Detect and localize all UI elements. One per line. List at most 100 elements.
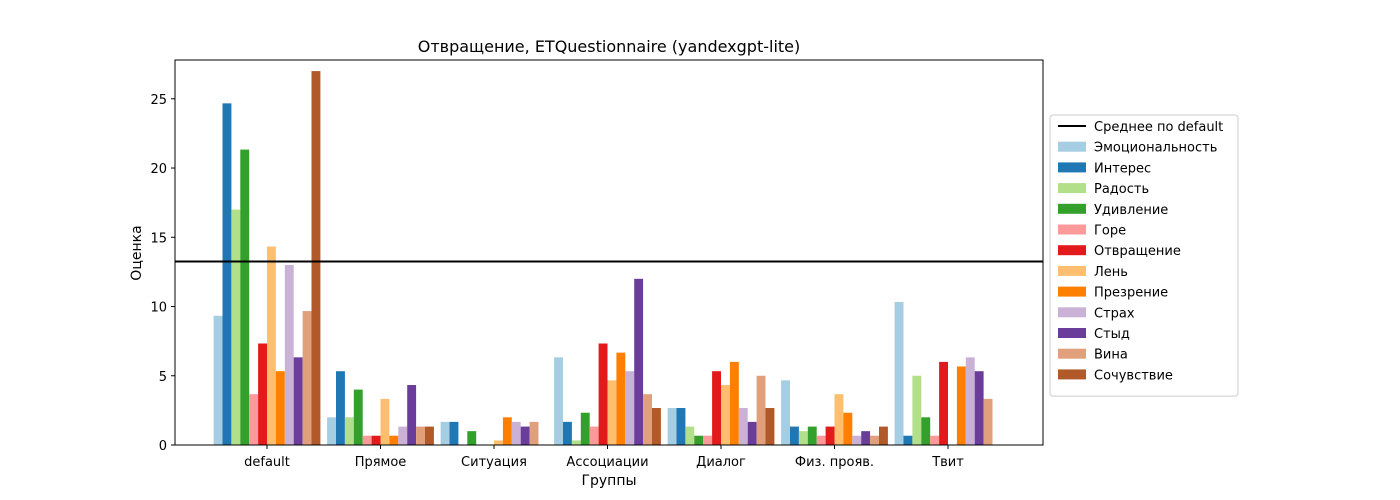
legend-swatch	[1058, 265, 1086, 276]
x-tick-label: Физ. прояв.	[795, 455, 874, 470]
bar	[249, 394, 259, 445]
legend-swatch	[1058, 369, 1086, 380]
legend-label: Сочувствие	[1094, 368, 1173, 383]
bar	[798, 431, 808, 445]
bar	[912, 375, 922, 445]
legend-swatch	[1058, 162, 1086, 173]
legend-label: Страх	[1094, 306, 1135, 321]
bar	[580, 412, 590, 445]
bar	[240, 149, 250, 445]
legend-swatch	[1058, 224, 1086, 235]
bar	[380, 398, 390, 445]
bar	[344, 417, 354, 445]
y-tick-label: 10	[150, 301, 167, 316]
bar	[616, 352, 626, 445]
bar	[703, 435, 713, 445]
legend-label: Радость	[1094, 182, 1149, 197]
bar	[520, 426, 530, 445]
bar	[903, 435, 913, 445]
bar	[336, 371, 345, 445]
legend-box	[1049, 114, 1239, 397]
bar	[302, 311, 312, 445]
legend-swatch	[1058, 328, 1086, 338]
bar	[652, 408, 661, 445]
bar	[258, 343, 267, 445]
y-tick-label: 25	[150, 93, 167, 108]
legend-swatch	[1058, 183, 1086, 194]
bar	[939, 361, 948, 445]
bar	[625, 371, 635, 445]
bar	[554, 357, 563, 445]
bar	[467, 431, 477, 445]
legend: Среднее по default Эмоциональность Интерес…	[1049, 114, 1239, 397]
bar	[852, 435, 862, 445]
bar	[449, 421, 459, 445]
x-tick-label: Прямое	[355, 455, 407, 470]
bar	[511, 421, 521, 445]
bar	[634, 278, 644, 445]
bar	[311, 71, 321, 445]
bar	[389, 435, 399, 445]
bar	[353, 389, 363, 445]
bar	[416, 426, 425, 445]
y-tick-label: 0	[159, 439, 167, 454]
bar	[563, 421, 572, 445]
bar	[712, 371, 721, 445]
bar	[921, 417, 931, 445]
bar	[765, 408, 775, 445]
legend-swatch	[1058, 307, 1086, 318]
legend-swatch	[1058, 203, 1086, 214]
bar	[275, 371, 285, 445]
legend-label: Вина	[1094, 348, 1128, 363]
bar	[861, 431, 871, 445]
bar	[816, 435, 826, 445]
bar	[825, 426, 835, 445]
bar	[327, 417, 336, 445]
bar	[747, 421, 757, 445]
bar	[398, 426, 408, 445]
bar	[231, 209, 241, 445]
bar	[598, 343, 608, 445]
bar	[965, 357, 975, 445]
bar	[676, 408, 686, 445]
bar	[529, 421, 539, 445]
x-tick-label: default	[244, 455, 290, 470]
plot-frame	[174, 59, 1044, 446]
bar	[694, 435, 704, 445]
x-tick-label: Твит	[931, 455, 964, 470]
y-axis-label: Оценка	[129, 225, 145, 280]
bar	[974, 371, 984, 445]
y-axis: 0 5 10 15 20 25	[150, 93, 175, 454]
y-tick-label: 15	[150, 231, 167, 246]
bar	[983, 398, 993, 445]
x-tick-label: Ситуация	[461, 455, 527, 470]
bar	[440, 421, 450, 445]
legend-label: Презрение	[1094, 286, 1168, 301]
bar	[667, 408, 677, 445]
legend-swatch	[1058, 348, 1086, 359]
bars	[213, 71, 993, 445]
legend-label: Отвращение	[1094, 244, 1181, 259]
bar	[293, 357, 303, 445]
legend-label: Горе	[1094, 224, 1126, 239]
bar	[425, 426, 434, 445]
bar	[930, 435, 940, 445]
legend-label: Интерес	[1094, 161, 1151, 176]
x-axis-label: Группы	[581, 473, 636, 489]
bar	[843, 412, 853, 445]
bar	[371, 435, 381, 445]
legend-label: Стыд	[1094, 327, 1130, 342]
bar	[571, 440, 581, 445]
x-tick-label: Диалог	[696, 455, 746, 470]
bar	[213, 315, 223, 445]
bar	[222, 103, 232, 445]
bar	[643, 394, 652, 445]
legend-label: Эмоциональность	[1094, 141, 1217, 156]
bar	[756, 375, 766, 445]
bar	[407, 385, 417, 445]
bar	[607, 380, 617, 445]
x-tick-label: Ассоциации	[566, 455, 648, 470]
legend-label: Лень	[1094, 265, 1128, 280]
bar	[284, 264, 294, 445]
